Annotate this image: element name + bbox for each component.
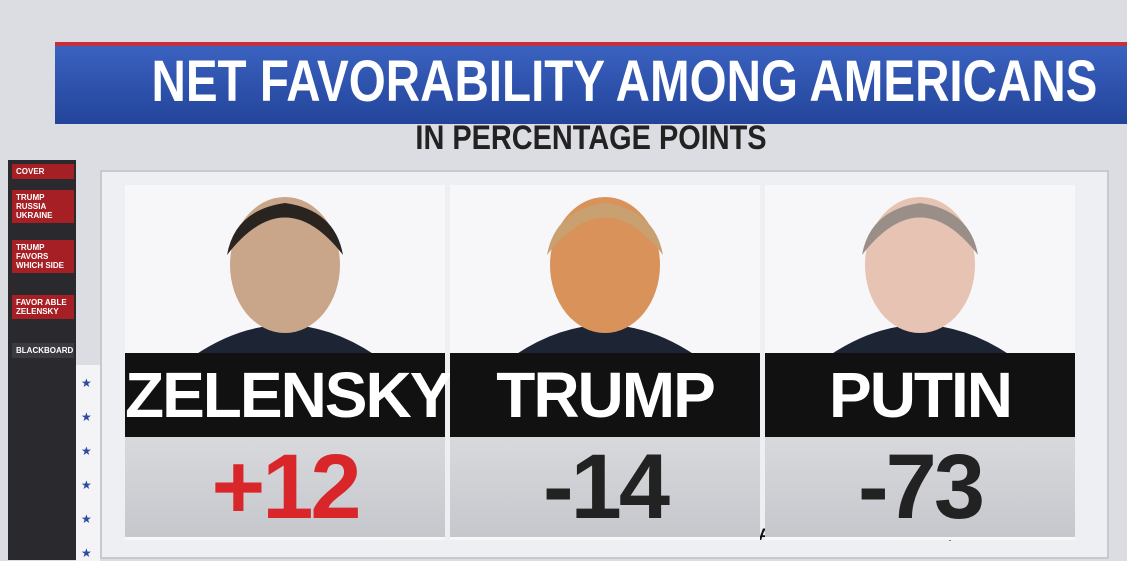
sidebar-item[interactable]: TRUMP RUSSIA UKRAINE (12, 190, 74, 223)
face (865, 197, 975, 333)
sidebar-item[interactable]: TRUMP FAVORS WHICH SIDE (12, 240, 74, 273)
title: NET FAVORABILITY AMONG AMERICANS (151, 49, 1098, 114)
panel: ZELENSKY +12 (125, 185, 452, 540)
panel: TRUMP -14 (450, 185, 760, 540)
panel-name: PUTIN (765, 353, 1075, 437)
face (550, 197, 660, 333)
shoulders (515, 325, 695, 355)
hair (862, 203, 978, 255)
face (230, 197, 340, 333)
svg-text:★: ★ (81, 478, 92, 492)
title-band (55, 42, 1127, 124)
sidebar-item[interactable]: COVER (12, 164, 74, 179)
panel-name: TRUMP (450, 353, 760, 437)
svg-text:★: ★ (81, 410, 92, 424)
stars-strip: ★ ★ ★ ★ ★ ★ (76, 365, 100, 561)
portrait (195, 197, 375, 355)
photo (765, 185, 1075, 355)
portrait (830, 197, 1010, 355)
panel-value: -14 (450, 437, 760, 537)
panel: PUTIN -73 (765, 185, 1075, 540)
stars: ★ ★ ★ ★ ★ ★ (81, 376, 92, 560)
panel-value: +12 (125, 437, 445, 537)
photo (450, 185, 760, 355)
svg-text:★: ★ (81, 376, 92, 390)
panel-name: ZELENSKY (125, 353, 452, 437)
svg-text:★: ★ (81, 512, 92, 526)
subtitle: IN PERCENTAGE POINTS (415, 119, 767, 157)
star-group: ★ ★ ★ ★ ★ ★ (81, 376, 92, 560)
sidebar: COVER TRUMP RUSSIA UKRAINE TRUMP FAVORS WH… (8, 160, 76, 560)
shoulders (195, 325, 375, 355)
hair (227, 203, 343, 255)
svg-text:★: ★ (81, 546, 92, 560)
sidebar-item[interactable]: BLACKBOARD (12, 343, 74, 358)
portrait (515, 197, 695, 355)
photo (125, 185, 445, 355)
panel-value: -73 (765, 437, 1075, 537)
svg-text:★: ★ (81, 444, 92, 458)
hair (547, 203, 663, 255)
sidebar-item[interactable]: FAVOR ABLE ZELENSKY (12, 295, 74, 319)
shoulders (830, 325, 1010, 355)
